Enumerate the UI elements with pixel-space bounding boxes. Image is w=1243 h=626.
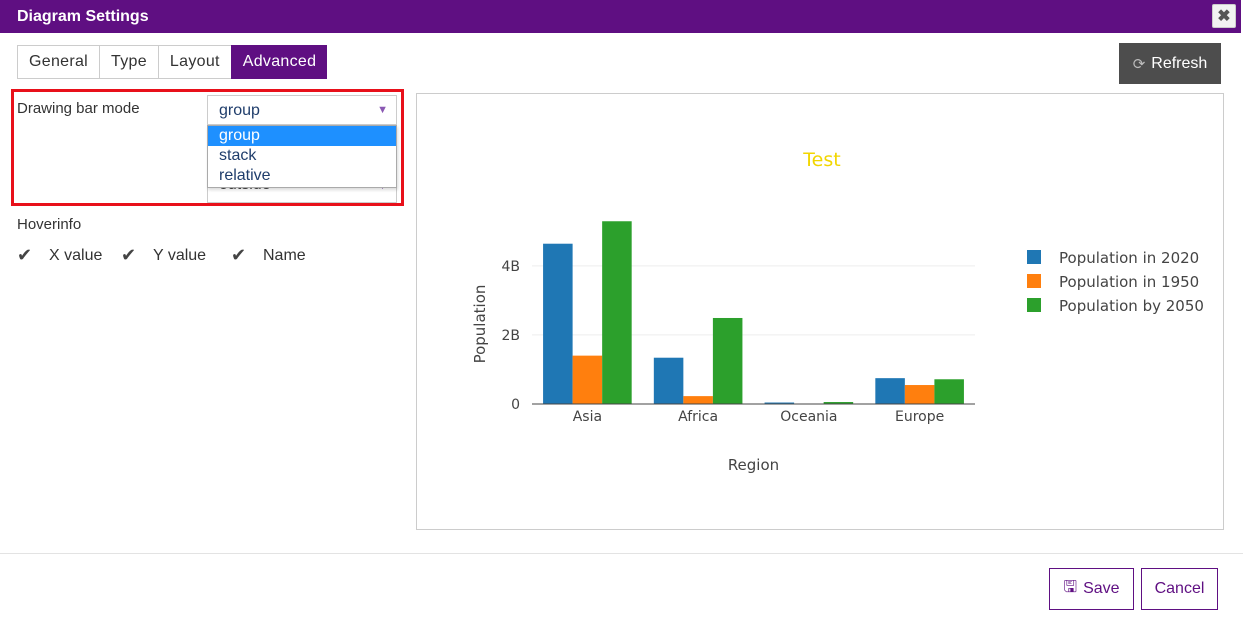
footer-divider	[0, 553, 1243, 554]
x-axis-title: Region	[728, 456, 779, 474]
bar-mode-label: Drawing bar mode	[17, 100, 140, 117]
bar	[543, 243, 573, 404]
x-tick-label: Oceania	[780, 409, 837, 425]
tab-layout[interactable]: Layout	[157, 45, 231, 79]
legend-swatch	[1027, 250, 1041, 264]
tab-type[interactable]: Type	[99, 45, 158, 79]
save-button[interactable]: 🖫 Save	[1049, 568, 1134, 610]
y-tick-label: 4B	[501, 259, 520, 275]
chart-preview: 0 2B 4B Asia Africa Oceania Europe Test Region Po…	[416, 93, 1224, 530]
legend-swatch	[1027, 298, 1041, 312]
x-tick-label: Africa	[678, 409, 718, 425]
close-icon: ✖	[1217, 8, 1231, 25]
highlight-frame	[11, 89, 404, 206]
checkmark-icon: ✔	[17, 245, 33, 265]
cancel-label: Cancel	[1154, 580, 1205, 597]
checkbox-label: X value	[49, 246, 103, 264]
bar	[875, 378, 905, 404]
cancel-button[interactable]: Cancel	[1141, 568, 1218, 610]
close-button[interactable]: ✖	[1212, 4, 1236, 28]
x-tick-label: Asia	[573, 409, 602, 425]
bar	[934, 379, 964, 404]
checkbox-x-value[interactable]: ✔ X value	[17, 245, 102, 266]
checkmark-icon: ✔	[231, 245, 247, 265]
hoverinfo-label: Hoverinfo	[17, 216, 82, 233]
tab-advanced[interactable]: Advanced	[230, 45, 328, 79]
y-tick-label: 0	[511, 397, 520, 413]
bar	[712, 317, 743, 404]
legend-swatch	[1027, 274, 1041, 288]
refresh-label: Refresh	[1151, 54, 1208, 72]
bar	[823, 402, 854, 404]
dialog-title: Diagram Settings	[17, 8, 149, 25]
checkbox-label: Name	[263, 246, 306, 264]
checkbox-y-value[interactable]: ✔ Y value	[121, 245, 206, 266]
dialog-titlebar: Diagram Settings ✖	[0, 0, 1243, 33]
save-label: Save	[1083, 580, 1120, 597]
chart-title: Test	[802, 149, 840, 171]
tab-general[interactable]: General	[17, 45, 100, 79]
checkmark-icon: ✔	[121, 245, 137, 265]
legend-label: Population by 2050	[1059, 297, 1204, 315]
checkbox-label: Y value	[153, 246, 207, 264]
refresh-button[interactable]: ⟳ Refresh	[1119, 43, 1221, 84]
option-relative[interactable]: relative	[219, 167, 271, 184]
bar	[653, 357, 684, 404]
bar-chart: 0 2B 4B Asia Africa Oceania Europe Test Region Po…	[471, 149, 1204, 474]
refresh-icon: ⟳	[1132, 55, 1146, 73]
option-stack[interactable]: stack	[219, 147, 257, 164]
bar-mode-select[interactable]: group ▼	[207, 95, 397, 125]
y-axis-title: Population	[471, 285, 489, 364]
bar	[764, 402, 795, 404]
bar	[602, 221, 632, 404]
bar	[904, 385, 935, 404]
checkbox-name[interactable]: ✔ Name	[231, 245, 306, 266]
y-tick-label: 2B	[501, 328, 520, 344]
bar	[683, 396, 713, 404]
legend-label: Population in 1950	[1059, 273, 1199, 291]
legend-label: Population in 2020	[1059, 249, 1199, 267]
bar	[572, 355, 603, 404]
option-group[interactable]: group	[208, 126, 396, 146]
tab-bar: General Type Layout Advanced	[17, 45, 328, 79]
x-tick-label: Europe	[895, 409, 944, 425]
bar-mode-dropdown: group stack relative	[207, 125, 397, 188]
save-icon: 🖫	[1063, 578, 1078, 596]
chevron-down-icon: ▼	[377, 104, 388, 116]
bar-mode-value: group	[219, 102, 260, 119]
